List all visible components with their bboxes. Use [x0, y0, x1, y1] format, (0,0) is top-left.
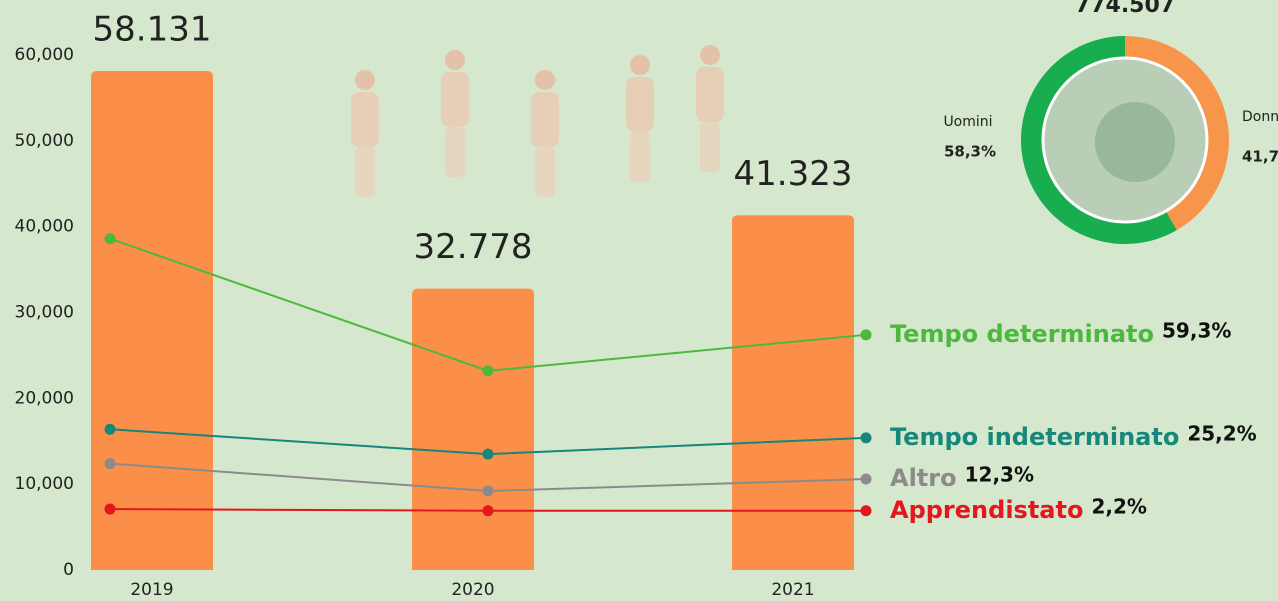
line-point [861, 505, 872, 516]
pie-title: 774.507 [1075, 0, 1175, 18]
figure-head [535, 70, 555, 90]
legend-share: 59,3% [1162, 318, 1231, 342]
y-tick-label: 40,000 [15, 217, 74, 237]
pie-value-label: 58,3% [944, 143, 996, 161]
shield-icon [1095, 102, 1175, 182]
pie-label: Uomini [943, 114, 992, 130]
bar-value-label: 41.323 [734, 154, 853, 194]
y-tick-label: 0 [63, 560, 74, 580]
line-point [483, 505, 494, 516]
x-tick-label: 2020 [451, 580, 494, 600]
figure-body [696, 67, 724, 122]
legend-label: Tempo determinato [890, 320, 1154, 348]
y-tick-label: 30,000 [15, 303, 74, 323]
line-point [483, 449, 494, 460]
figure-legs [445, 127, 465, 177]
bar [91, 71, 213, 570]
bar [732, 215, 854, 570]
legend-share: 2,2% [1091, 494, 1146, 518]
x-tick-label: 2019 [130, 580, 173, 600]
line-point [483, 365, 494, 376]
figure-head [630, 55, 650, 75]
figure-legs [630, 132, 650, 182]
line-point [105, 504, 116, 515]
figure-legs [700, 122, 720, 172]
y-tick-label: 60,000 [15, 45, 74, 65]
figure-legs [535, 147, 555, 197]
legend-label: Tempo indeterminato [890, 423, 1179, 451]
line-point [861, 474, 872, 485]
line-point [105, 424, 116, 435]
legend-label: Apprendistato [890, 496, 1083, 524]
figure-head [700, 45, 720, 65]
line-point [105, 458, 116, 469]
figure-body [351, 92, 379, 147]
line-point [483, 486, 494, 497]
figure-legs [355, 147, 375, 197]
line-point [861, 329, 872, 340]
legend-share: 25,2% [1187, 421, 1256, 445]
y-tick-label: 10,000 [15, 474, 74, 494]
figure-body [626, 77, 654, 132]
figure-body [441, 72, 469, 127]
illustration [351, 45, 724, 197]
legend-share: 12,3% [965, 463, 1034, 487]
figure-head [355, 70, 375, 90]
y-tick-label: 50,000 [15, 131, 74, 151]
pie-label: Donne [1242, 109, 1278, 125]
bar-value-label: 32.778 [414, 227, 533, 267]
bar [412, 289, 534, 570]
y-tick-label: 20,000 [15, 388, 74, 408]
bar-value-label: 58.131 [93, 10, 212, 50]
line-point [861, 432, 872, 443]
line-point [105, 233, 116, 244]
figure-body [531, 92, 559, 147]
pie-value-label: 41,7% [1242, 148, 1278, 166]
legend-label: Altro [890, 464, 957, 492]
figure-head [445, 50, 465, 70]
x-tick-label: 2021 [771, 580, 814, 600]
chart: 0 10,000 20,000 30,000 40,000 50,000 60,000 58.… [0, 0, 1278, 601]
